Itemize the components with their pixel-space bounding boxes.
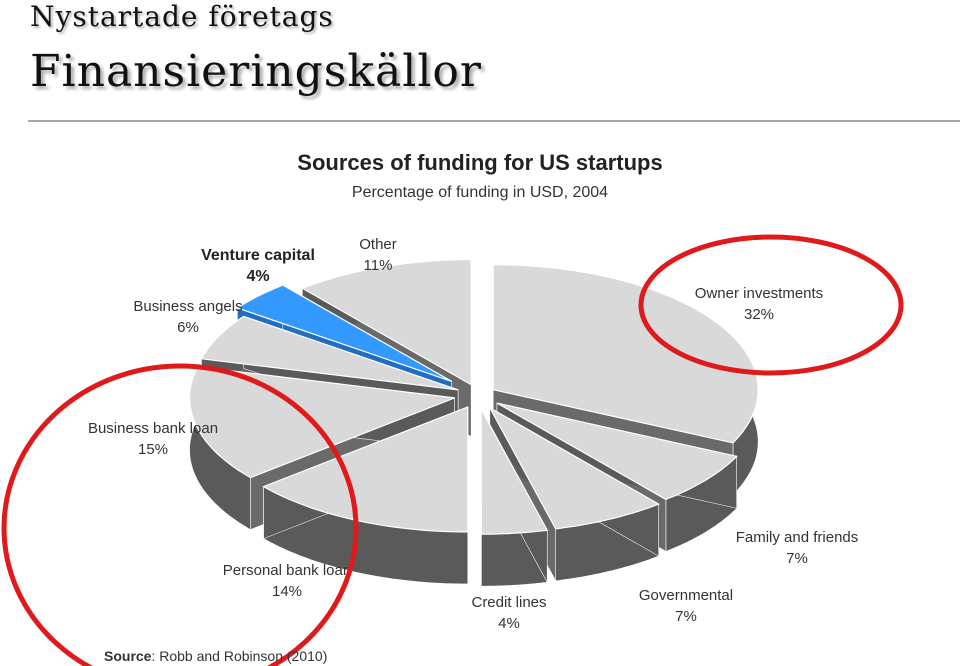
label-business-angels: Business angels bbox=[133, 298, 242, 315]
slice-labels: Owner investments 32% Family and friends 7%… bbox=[88, 236, 858, 632]
label-business-bank-loan: Business bank loan bbox=[88, 420, 218, 437]
value-label-personal-bank-loan: 14% bbox=[272, 583, 302, 600]
value-label-governmental: 7% bbox=[675, 608, 697, 625]
slice-governmental bbox=[488, 406, 661, 530]
label-family-and-friends: Family and friends bbox=[736, 529, 859, 546]
source-note: Source: Robb and Robinson (2010) bbox=[104, 648, 327, 664]
slice-owner-investments bbox=[492, 264, 759, 444]
slice-credit-lines bbox=[480, 408, 549, 535]
slice-family-and-friends bbox=[496, 402, 738, 501]
header-divider bbox=[28, 120, 960, 122]
label-other: Other bbox=[359, 236, 397, 253]
label-credit-lines: Credit lines bbox=[471, 594, 546, 611]
chart-title: Sources of funding for US startups bbox=[297, 150, 663, 175]
slice-business-bank-loan bbox=[189, 366, 455, 479]
value-label-venture-capital: 4% bbox=[246, 268, 269, 285]
slice-business-angels bbox=[200, 315, 459, 391]
value-label-other: 11% bbox=[364, 257, 393, 274]
slice-tops bbox=[189, 259, 759, 535]
value-label-business-angels: 6% bbox=[177, 319, 199, 336]
slide-title: Finansieringskällor bbox=[30, 46, 482, 97]
circle-owner-investments bbox=[638, 234, 904, 376]
label-personal-bank-loan: Personal bank loan bbox=[223, 562, 351, 579]
source-text: : Robb and Robinson (2010) bbox=[151, 648, 328, 664]
label-venture-capital: Venture capital bbox=[201, 247, 315, 264]
slice-venture-capital bbox=[236, 284, 453, 383]
source-prefix: Source bbox=[104, 648, 152, 664]
value-label-business-bank-loan: 15% bbox=[138, 441, 168, 458]
slice-other bbox=[300, 259, 472, 386]
chart-subtitle: Percentage of funding in USD, 2004 bbox=[351, 184, 609, 201]
slide-header: Nystartade företags Finansieringskällor bbox=[0, 0, 960, 124]
value-label-owner-investments: 32% bbox=[744, 306, 774, 323]
circle-business-bank-loan bbox=[1, 363, 359, 666]
highlight-circles bbox=[1, 234, 904, 666]
slide-kicker: Nystartade företags bbox=[30, 0, 334, 33]
label-governmental: Governmental bbox=[639, 587, 733, 604]
value-label-family-and-friends: 7% bbox=[786, 550, 808, 567]
label-owner-investments: Owner investments bbox=[695, 285, 823, 302]
value-label-credit-lines: 4% bbox=[498, 615, 520, 632]
